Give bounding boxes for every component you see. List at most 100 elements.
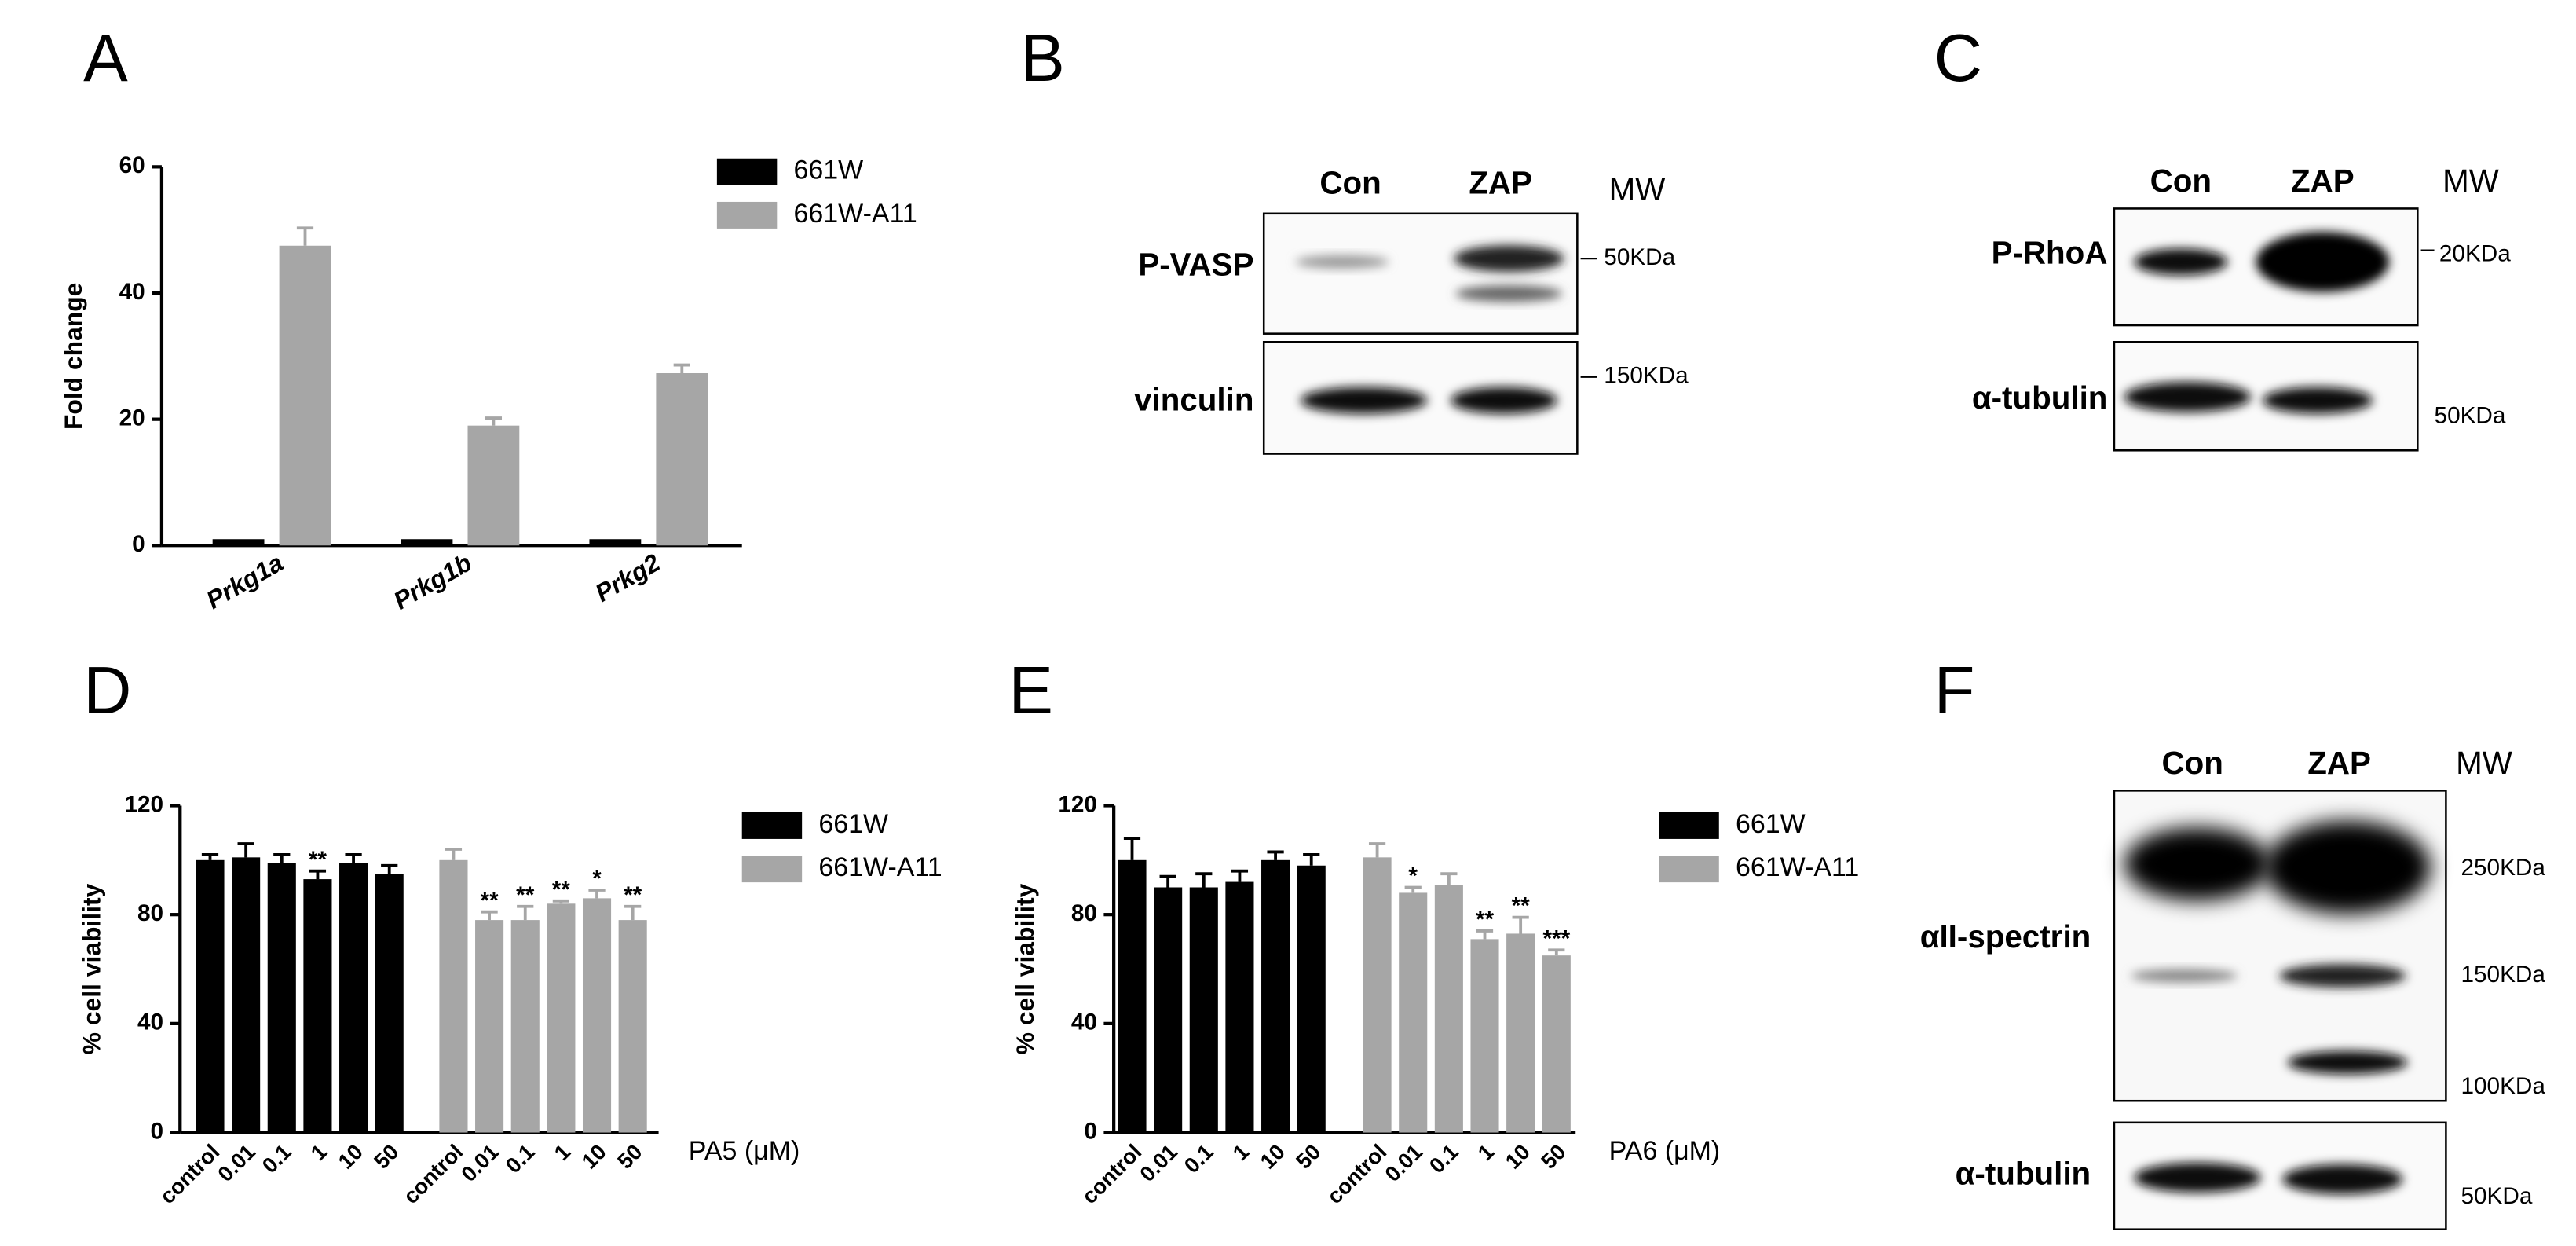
band (2256, 232, 2390, 292)
error-bar (309, 869, 327, 880)
error-bar (237, 842, 254, 858)
y-axis-label: % cell viability (77, 883, 105, 1054)
bar (1470, 939, 1499, 1133)
y-tick-label: 0 (151, 1118, 164, 1144)
significance: ** (1476, 907, 1495, 933)
bar (1297, 865, 1326, 1133)
x-tick-label: control (398, 1139, 467, 1208)
x-tick-label: 10 (576, 1139, 611, 1174)
error-bar (381, 863, 398, 874)
error-bar (673, 363, 690, 374)
legend-swatch (716, 201, 778, 229)
x-tick-label: 1 (306, 1139, 332, 1165)
mw-marker: 250KDa (2461, 855, 2546, 881)
x-tick-label: 50 (369, 1139, 404, 1174)
bar (618, 920, 647, 1133)
error-bar (445, 848, 463, 860)
bar (232, 857, 261, 1133)
lane-label: Con (1319, 164, 1381, 200)
lane-label: Con (2162, 745, 2223, 781)
row-label: vinculin (1134, 381, 1253, 417)
x-tick-label: control (1077, 1139, 1146, 1208)
error-bar (517, 904, 534, 921)
x-axis-label: PA5 (μM) (689, 1136, 800, 1166)
y-axis-label: Fold change (59, 283, 87, 430)
y-tick-label: 40 (119, 279, 145, 305)
bar (279, 245, 331, 546)
significance: ** (309, 847, 327, 873)
error-bar (1404, 885, 1422, 893)
legend-swatch (1659, 812, 1719, 839)
error-bar (273, 852, 291, 863)
y-tick-label: 80 (1071, 900, 1097, 926)
error-bar (345, 852, 362, 863)
error-bar (1440, 872, 1458, 885)
legend-label: 661W (818, 809, 888, 839)
x-tick-label: 10 (333, 1139, 368, 1174)
row-label: α-tubulin (1972, 379, 2108, 416)
mw-marker: 20KDa (2439, 241, 2511, 267)
error-bar (1231, 869, 1249, 882)
x-tick-label: Prkg2 (591, 548, 665, 608)
y-tick-label: 40 (1071, 1010, 1097, 1035)
error-bar (1267, 850, 1284, 860)
x-tick-label: 0.01 (213, 1139, 260, 1186)
x-tick-label: 0.01 (456, 1139, 503, 1186)
bar (339, 863, 368, 1133)
legend-label: 661W-A11 (818, 852, 942, 882)
y-tick-label: 60 (119, 152, 145, 178)
blot-b: Con ZAP MW P-VASP vinculin 50KDa 150KDa (1134, 164, 1689, 455)
bar (1189, 887, 1218, 1133)
bar (589, 539, 642, 546)
x-tick-label: 0.01 (1135, 1139, 1182, 1186)
mw-marker: 50KDa (1604, 244, 1675, 270)
legend-swatch (741, 856, 803, 883)
error-bar (1303, 852, 1320, 866)
significance: *** (1542, 925, 1570, 951)
mw-marker: 150KDa (1604, 363, 1689, 389)
bar (1261, 859, 1290, 1133)
error-bar (1512, 915, 1529, 934)
error-bar (1195, 872, 1213, 888)
significance: * (592, 866, 602, 892)
mw-marker: 50KDa (2435, 403, 2506, 429)
error-bar (624, 904, 642, 921)
legend-label: 661W-A11 (1736, 852, 1859, 882)
band (1455, 285, 1563, 302)
band (2287, 1050, 2408, 1075)
band (2131, 969, 2238, 983)
band (2262, 387, 2373, 414)
lane-label: Con (2150, 163, 2212, 199)
bar (475, 920, 504, 1133)
error-bar (1548, 948, 1565, 956)
legend-swatch (1659, 856, 1719, 883)
band (1450, 387, 1557, 414)
x-tick-label: 50 (1536, 1139, 1571, 1174)
y-tick-label: 40 (137, 1010, 163, 1035)
x-tick-label: 0.1 (1425, 1139, 1463, 1178)
mw-marker: 100KDa (2461, 1073, 2546, 1099)
x-axis-label: PA6 (μM) (1609, 1136, 1721, 1166)
error-bar (588, 889, 606, 899)
error-bar (485, 416, 503, 426)
panel-letter: A (83, 20, 128, 95)
x-tick-label: 0.1 (258, 1139, 296, 1178)
x-tick-label: 50 (1291, 1139, 1326, 1174)
band (1295, 255, 1389, 269)
bar (1118, 859, 1147, 1133)
band (1454, 245, 1564, 273)
blot-f: Con ZAP MW αII-spectrin α-tubulin 250KDa… (1920, 745, 2546, 1230)
row-label: α-tubulin (1956, 1155, 2091, 1191)
mw-header: MW (2456, 745, 2512, 781)
row-label: P-RhoA (1992, 235, 2108, 271)
panel-letter: E (1008, 653, 1053, 727)
band (2282, 1164, 2403, 1195)
error-bar (552, 899, 569, 904)
bar (303, 879, 332, 1133)
bar (510, 920, 540, 1133)
y-tick-label: 120 (124, 791, 163, 817)
mw-header: MW (2442, 163, 2499, 199)
bar (439, 859, 468, 1133)
significance: ** (624, 882, 642, 908)
error-bar (296, 226, 314, 246)
